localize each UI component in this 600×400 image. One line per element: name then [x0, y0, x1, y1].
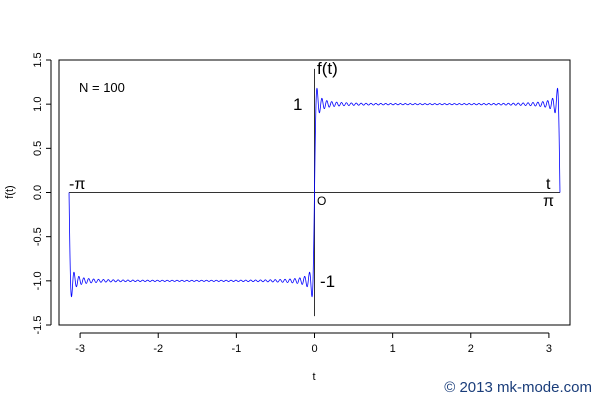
t-label: t: [546, 176, 551, 193]
y-tick-label: 0.0: [32, 185, 44, 200]
x-axis-title: t: [312, 371, 315, 383]
x-tick-label: 3: [546, 343, 552, 355]
ft-label: f(t): [317, 59, 338, 78]
x-tick-label: -3: [75, 343, 85, 355]
x-tick-label: 1: [390, 343, 396, 355]
origin-label: O: [317, 194, 326, 208]
y-tick-label: -0.5: [32, 227, 44, 246]
x-tick-label: 2: [468, 343, 474, 355]
minus-one-label: -1: [320, 272, 335, 291]
x-axis: -3 -2 -1 0 1 2 3: [75, 332, 552, 355]
copyright-text: © 2013 mk-mode.com: [444, 379, 592, 396]
y-tick-label: -1.0: [32, 271, 44, 290]
n-label: N = 100: [79, 80, 125, 95]
y-tick-label: -1.5: [32, 316, 44, 335]
y-tick-label: 0.5: [32, 141, 44, 156]
minus-pi-label: -π: [69, 176, 85, 193]
pi-label: π: [543, 193, 554, 210]
y-axis: -1.5 -1.0 -0.5 0.0 0.5 1.0 1.5: [32, 52, 52, 335]
x-tick-label: -2: [153, 343, 163, 355]
x-tick-label: -1: [231, 343, 241, 355]
series-line: [68, 87, 561, 298]
plot-frame: [58, 59, 571, 326]
y-tick-label: 1.0: [32, 97, 44, 112]
one-label: 1: [293, 95, 302, 114]
x-tick-label: 0: [311, 343, 317, 355]
y-tick-label: 1.5: [32, 52, 44, 67]
y-axis-title: f(t): [4, 185, 16, 198]
